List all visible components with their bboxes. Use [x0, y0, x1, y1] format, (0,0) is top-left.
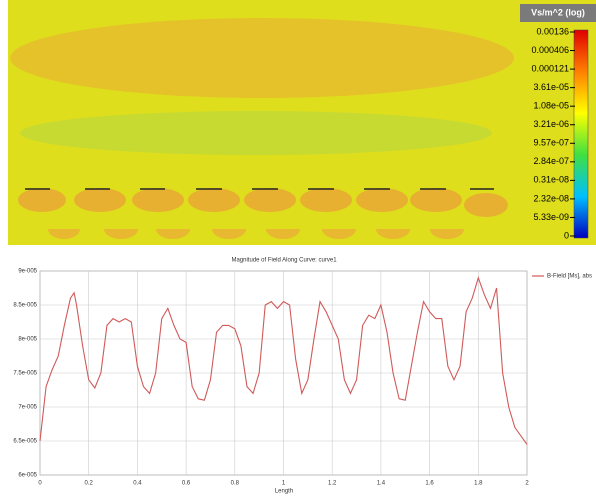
- field-region: [20, 111, 492, 155]
- y-tick-label: 7.5e-005: [13, 371, 37, 377]
- x-tick-label: 0: [38, 481, 42, 487]
- x-tick-label: 0.4: [133, 481, 142, 487]
- colorbar-label: 1.08e-05: [533, 101, 569, 111]
- colorbar-title: Vs/m^2 (log): [531, 7, 585, 17]
- colorbar-label: 0.000406: [531, 45, 569, 55]
- y-tick-label: 6e-005: [18, 473, 37, 479]
- x-tick-label: 0.2: [85, 481, 94, 487]
- x-tick-label: 1: [282, 481, 286, 487]
- colorbar-header: [520, 4, 596, 22]
- x-tick-label: 1.6: [425, 481, 434, 487]
- y-tick-label: 8e-005: [18, 337, 37, 343]
- x-tick-label: 1.4: [377, 481, 386, 487]
- colorbar-gradient: [573, 29, 589, 239]
- x-tick-label: 0.6: [182, 481, 191, 487]
- y-tick-label: 7e-005: [18, 405, 37, 411]
- colorbar-label: 2.84e-07: [533, 156, 569, 166]
- x-tick-label: 1.8: [474, 481, 483, 487]
- colorbar-label: 3.21e-06: [533, 119, 569, 129]
- colorbar-label: 0.00136: [536, 26, 569, 36]
- legend-label: B-Field [Ms], abs: [547, 274, 592, 280]
- data-line: [39, 276, 528, 445]
- field-region: [10, 18, 514, 98]
- x-axis-label: Length: [275, 489, 293, 495]
- colorbar-label: 0.31e-08: [533, 175, 569, 185]
- x-tick-label: 0.8: [231, 481, 240, 487]
- y-tick-label: 8.5e-005: [13, 303, 37, 309]
- x-tick-label: 1.2: [328, 481, 337, 487]
- colorbar-label: 5.33e-09: [533, 212, 569, 222]
- colorbar-label: 0.000121: [531, 63, 569, 73]
- field-plot: [8, 0, 520, 245]
- field-blobs: [18, 188, 508, 217]
- colorbar-label: 2.32e-08: [533, 193, 569, 203]
- x-tick-label: 2: [525, 481, 529, 487]
- colorbar: Vs/m^2 (log) 0.00136 0.000406 0.000121 3.61…: [520, 0, 596, 245]
- chart-title: Magnitude of Field Along Curve: curve1: [231, 258, 337, 264]
- colorbar-label: 9.57e-07: [533, 138, 569, 148]
- colorbar-label: 0: [564, 230, 569, 240]
- colorbar-label: 3.61e-05: [533, 82, 569, 92]
- y-tick-label: 6.5e-005: [13, 439, 37, 445]
- field-cups: [48, 229, 464, 239]
- y-tick-label: 9e-005: [18, 269, 37, 275]
